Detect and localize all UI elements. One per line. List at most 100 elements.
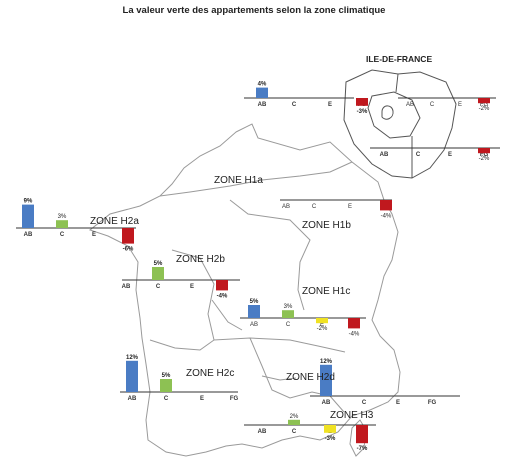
chart-h1c: AB5%C3%E-2%FG-4%ZONE H1c	[240, 286, 366, 337]
category-label: AB	[122, 284, 131, 290]
category-label: AB	[24, 232, 33, 238]
value-label: 3%	[284, 304, 293, 310]
zone-label: ZONE H2b	[176, 254, 225, 265]
value-label: -4%	[217, 293, 228, 299]
category-label: E	[348, 204, 352, 210]
zone-label: ZONE H1b	[302, 220, 351, 231]
bar-fg	[348, 318, 360, 329]
category-label: AB	[322, 400, 331, 406]
value-label: 5%	[154, 261, 163, 267]
value-label: -7%	[357, 446, 368, 452]
bar-ab	[320, 364, 332, 396]
category-label: E	[448, 152, 452, 158]
category-label: E	[92, 232, 96, 238]
value-label: -2%	[479, 106, 490, 112]
category-label: C	[416, 152, 421, 158]
category-label: AB	[250, 322, 258, 328]
bar-ab	[256, 87, 268, 98]
bar-fg	[122, 228, 134, 244]
category-label: AB	[406, 102, 414, 108]
value-label: 5%	[162, 373, 171, 379]
value-label: 12%	[126, 355, 139, 361]
chart-h2c: AB 12% C 5% E FG ZONE H2c	[120, 355, 238, 402]
category-label: C	[164, 396, 169, 402]
value-label: 5%	[250, 299, 259, 305]
bar-c	[56, 220, 68, 228]
value-label: -2%	[479, 156, 490, 162]
idf-inset: ILE-DE-FRANCE	[343, 54, 457, 179]
france-outline	[88, 123, 401, 457]
value-label: -6%	[123, 247, 134, 253]
category-label: AB	[258, 102, 267, 108]
category-label: C	[292, 102, 297, 108]
category-label: AB	[258, 429, 267, 435]
category-label: AB	[128, 396, 137, 402]
category-label: C	[312, 204, 317, 210]
bar-c	[152, 267, 164, 280]
category-label: FG	[480, 152, 489, 158]
category-label: C	[430, 102, 435, 108]
category-label: C	[362, 400, 367, 406]
category-label: C	[292, 429, 297, 435]
bar-ab	[126, 360, 138, 392]
value-label: -4%	[349, 331, 360, 337]
category-label: AB	[380, 152, 389, 158]
bar-e	[324, 425, 336, 433]
category-label: C	[156, 284, 161, 290]
category-label: FG	[480, 102, 489, 108]
zone-label: ZONE H2c	[186, 368, 234, 379]
category-label: E	[458, 102, 462, 108]
value-label: 3%	[58, 214, 67, 220]
chart-idf-inset-top: AB C E FG-2%	[398, 97, 496, 112]
bar-c	[282, 310, 294, 318]
map-title: La valeur verte des appartements selon l…	[122, 5, 386, 16]
value-label: -3%	[357, 109, 368, 115]
bar-ab	[22, 204, 34, 228]
zone-label: ZONE H3	[330, 410, 374, 421]
bar-ab	[248, 305, 260, 318]
bar-c	[288, 419, 300, 425]
category-label: E	[396, 400, 400, 406]
value-label: 12%	[320, 359, 333, 365]
bar-fg	[356, 425, 368, 444]
chart-h2d: AB 12% C E FG ZONE H2d	[286, 359, 460, 406]
category-label: E	[190, 284, 194, 290]
zone-label: ZONE H2d	[286, 372, 335, 383]
category-label: FG	[428, 400, 437, 406]
category-label: E	[328, 102, 332, 108]
zone-label: ZONE H1c	[302, 286, 350, 297]
bar-fg	[478, 148, 490, 154]
category-label: FG	[230, 396, 239, 402]
value-label: -3%	[325, 436, 336, 442]
zone-label: ZONE H1a	[214, 175, 263, 186]
bar-fg	[356, 98, 368, 106]
category-label: E	[200, 396, 204, 402]
value-label: -4%	[381, 213, 392, 219]
bar-fg	[380, 200, 392, 211]
category-label: C	[60, 232, 65, 238]
idf-outline	[343, 69, 457, 179]
category-label: E	[320, 322, 324, 328]
category-label: AB	[282, 204, 290, 210]
value-label: 9%	[24, 199, 33, 205]
chart-idf-inset-bottom: AB C E FG-2%	[370, 147, 500, 162]
value-label: 4%	[258, 82, 267, 88]
zone-label: ZONE H2a	[90, 216, 139, 227]
bar-c	[160, 379, 172, 392]
corsica-outline	[349, 419, 367, 457]
value-label: -2%	[317, 326, 328, 332]
bar-e	[316, 318, 328, 324]
bar-fg	[216, 280, 228, 291]
chart-h2a: AB9%C3%EFG-6%ZONE H2a	[16, 199, 139, 253]
idf-title: ILE-DE-FRANCE	[366, 54, 432, 64]
value-label: 2%	[290, 414, 299, 420]
bar-fg	[478, 98, 490, 104]
zone-boundaries	[149, 161, 353, 413]
category-label: C	[286, 322, 291, 328]
